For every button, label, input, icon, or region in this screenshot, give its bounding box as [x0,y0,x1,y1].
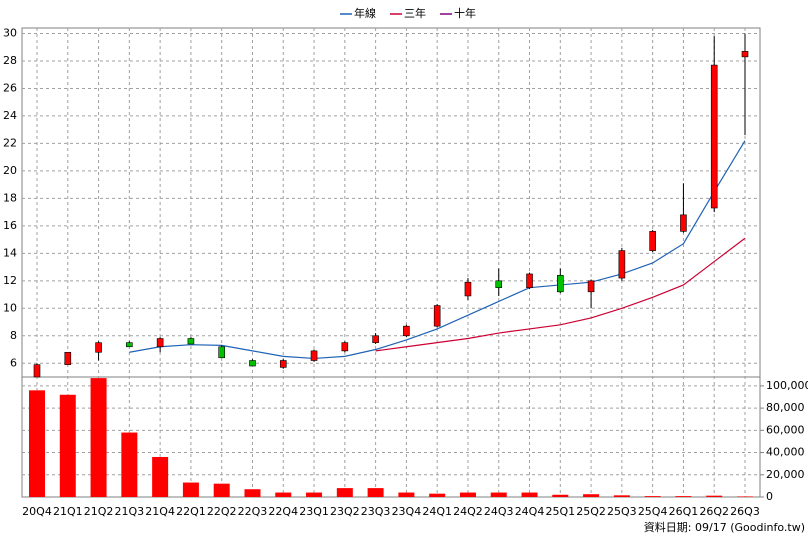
volume-bar [429,493,446,497]
candle-body [587,280,595,293]
x-tick-label: 25Q1 [545,505,575,518]
volume-bar [675,496,692,497]
candle-body [433,305,441,327]
x-tick-label: 23Q3 [361,505,391,518]
candle-body [218,346,225,359]
volume-bar [737,496,753,497]
candle-body [464,281,472,297]
x-tick-label: 22Q4 [268,505,298,518]
volume-bar [459,492,476,497]
footnote: 資料日期: 09/17 (Goodinfo.tw) [644,520,805,534]
y2-tick-label: 40,000 [766,446,805,459]
x-tick-label: 22Q2 [207,505,237,518]
volume-bar [244,489,261,497]
y-tick-label: 22 [3,136,17,149]
volume-bar [306,492,323,497]
volume-bar [29,390,45,497]
y-tick-label: 26 [3,81,17,94]
x-tick-label: 21Q3 [115,505,145,518]
volume-bar [275,492,292,497]
volume-bar [490,492,507,497]
candle-body [33,364,41,378]
y2-tick-label: 80,000 [766,401,805,414]
volume-bar [152,457,169,497]
volume-bar [367,488,384,497]
y-tick-label: 16 [3,219,17,232]
volume-bar [336,488,353,497]
x-tick-label: 22Q1 [176,505,206,518]
x-tick-label: 23Q2 [330,505,360,518]
volume-bar [90,378,107,497]
legend-label: 十年 [454,6,476,20]
y2-tick-label: 0 [766,490,773,503]
volume-bar [213,483,230,497]
candle-body [310,350,318,361]
y2-tick-label: 20,000 [766,468,805,481]
candle-body [372,335,379,343]
y-tick-label: 30 [3,26,17,39]
candle-body [495,280,503,288]
candle-body [279,360,287,368]
x-tick-label: 21Q1 [53,505,83,518]
x-tick-label: 25Q2 [576,505,606,518]
x-tick-label: 26Q3 [730,505,760,518]
x-tick-label: 21Q2 [84,505,114,518]
candle-body [741,51,749,58]
y-tick-label: 20 [3,164,17,177]
plot-frame [21,27,761,498]
volume-bar [59,394,76,497]
candle-body [649,231,656,251]
x-tick-label: 24Q1 [422,505,452,518]
candle-body [249,360,256,367]
candle-body [557,275,564,293]
x-tick-label: 26Q1 [669,505,699,518]
candle-body [95,342,102,353]
x-tick-label: 23Q1 [299,505,329,518]
x-tick-label: 25Q4 [638,505,668,518]
y2-tick-label: 60,000 [766,423,805,436]
candle-body [526,273,533,288]
y2-tick-label: 100,000 [766,379,808,392]
y-tick-label: 14 [3,246,17,259]
volume-bar [182,482,199,497]
volume-bar [121,432,138,497]
candle-body [126,342,133,348]
y-tick-label: 10 [3,301,17,314]
line-series [129,140,746,360]
legend-label: 三年 [404,6,426,20]
volume-bar [644,496,661,497]
volume-bar [583,494,600,497]
x-tick-label: 24Q4 [515,505,545,518]
x-tick-label: 25Q3 [607,505,637,518]
volume-bar [521,492,538,497]
y-tick-label: 28 [3,54,17,67]
y-tick-label: 24 [3,109,17,122]
volume-bar [706,495,723,497]
x-tick-label: 24Q3 [484,505,514,518]
candle-body [156,338,164,348]
x-tick-label: 26Q2 [699,505,729,518]
y-tick-label: 18 [3,191,17,204]
volume-bar [613,495,630,497]
x-tick-label: 23Q4 [392,505,422,518]
candle-body [64,351,72,365]
x-tick-label: 24Q2 [453,505,483,518]
x-tick-label: 22Q3 [238,505,268,518]
candle-body [680,214,687,232]
legend-label: 年線 [354,6,376,20]
y-tick-label: 6 [10,356,17,369]
y-tick-label: 8 [10,329,17,342]
y-tick-label: 12 [3,274,17,287]
candle-body [618,250,626,279]
candle-body [710,64,718,209]
volume-bar [552,494,569,497]
x-tick-label: 20Q4 [22,505,52,518]
line-series [375,237,746,352]
candle-body [187,338,195,345]
x-tick-label: 21Q4 [145,505,175,518]
volume-bar [398,492,415,497]
candle-body [403,325,410,337]
candle-body [341,342,349,352]
